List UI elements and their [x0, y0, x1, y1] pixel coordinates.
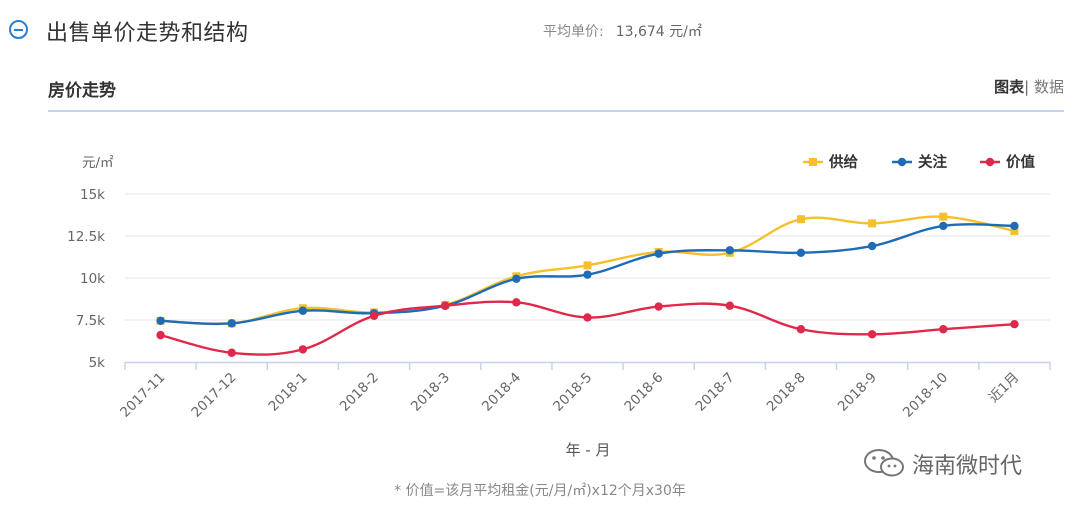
price-trend-chart: 5k 7.5k 10k 12.5k 15k 2017-11 2017-12 2018-1 201… [67, 153, 1051, 459]
data-point [654, 249, 663, 258]
price-trend-title: 房价走势 [48, 81, 116, 101]
price-trend-header: 房价走势 图表| 数据 [48, 74, 1064, 112]
section-title: 出售单价走势和结构 [46, 21, 249, 46]
view-separator: | [1024, 78, 1030, 96]
collapse-icon[interactable] [9, 20, 28, 39]
series-1 [156, 212, 1019, 328]
x-tick-label: 2018-9 [835, 370, 880, 415]
series-group [156, 212, 1019, 357]
section-header: 出售单价走势和结构 平均单价: 13,674 元/㎡ [0, 0, 1080, 60]
data-point [725, 246, 735, 255]
x-tick-label: 2018-3 [408, 370, 453, 415]
data-point [227, 319, 236, 328]
data-point [583, 313, 592, 322]
average-price-value: 13,674 元/㎡ [615, 24, 702, 40]
data-point [298, 306, 308, 315]
x-tick-label: 2018-2 [337, 370, 382, 415]
data-point [796, 325, 806, 334]
data-point [1010, 320, 1019, 329]
view-data-tab[interactable]: 数据 [1033, 78, 1064, 96]
data-point [227, 348, 236, 357]
data-point [156, 316, 165, 326]
x-tick-label: 2017-11 [117, 370, 168, 421]
data-point [512, 298, 521, 307]
data-point [156, 330, 165, 340]
x-tick-label: 2018-7 [693, 370, 738, 415]
data-point [369, 311, 379, 320]
x-tick-label: 2018-4 [479, 370, 524, 415]
data-point [939, 212, 948, 221]
x-tick-label: 近1月 [986, 370, 1022, 406]
legend-item-1: 供给 [803, 153, 858, 171]
view-toggle: 图表| 数据 [994, 76, 1064, 97]
data-point [939, 221, 948, 231]
x-tick-label: 2018-10 [900, 370, 951, 421]
data-point [583, 270, 592, 279]
y-tick-label: 5k [89, 355, 106, 371]
legend-label: 价值 [1006, 153, 1035, 171]
y-axis-label: 元/㎡ [82, 155, 114, 171]
data-point [725, 301, 735, 310]
data-point [796, 248, 806, 257]
y-tick-label: 7.5k [76, 313, 105, 329]
data-point [867, 330, 877, 339]
watermark-text: 海南微时代 [912, 454, 1023, 479]
grid-lines [125, 193, 1050, 321]
data-point [440, 301, 450, 310]
axes: 5k 7.5k 10k 12.5k 15k 2017-11 2017-12 2018-1 201… [67, 187, 1051, 421]
x-tick-label: 2018-8 [764, 370, 809, 415]
x-tick-label: 2017-12 [188, 370, 239, 421]
series-3 [156, 298, 1019, 357]
wechat-icon [864, 449, 904, 477]
view-chart-tab[interactable]: 图表 [994, 78, 1025, 96]
y-tick-label: 12.5k [67, 229, 105, 245]
legend-marker [897, 157, 907, 167]
y-tick-label: 15k [80, 187, 105, 203]
legend-item-3: 价值 [980, 153, 1035, 171]
data-point [1010, 221, 1019, 231]
x-tick-label: 2018-6 [621, 370, 666, 415]
series-line [160, 215, 1015, 326]
data-point [868, 219, 877, 228]
legend: 供给 关注 价值 [803, 153, 1035, 171]
legend-item-2: 关注 [892, 153, 947, 171]
data-point [583, 261, 592, 270]
footnote: * 价值=该月平均租金(元/月/㎡)x12个月x30年 [394, 483, 686, 499]
data-point [796, 215, 805, 224]
average-price: 平均单价: 13,674 元/㎡ [543, 21, 702, 41]
data-point [939, 325, 948, 334]
x-tick-label: 2018-1 [266, 370, 311, 415]
legend-marker [985, 157, 995, 167]
legend-marker [809, 158, 817, 166]
average-price-label: 平均单价: [543, 24, 604, 40]
data-point [654, 302, 663, 311]
data-point [1010, 226, 1019, 235]
data-point [867, 241, 877, 251]
y-tick-label: 10k [80, 271, 105, 287]
data-point [298, 345, 308, 354]
x-tick-label: 2018-5 [550, 370, 595, 415]
legend-label: 供给 [828, 153, 858, 171]
legend-label: 关注 [918, 153, 947, 171]
watermark: 海南微时代 [862, 448, 1022, 479]
data-point [512, 274, 521, 284]
x-axis-label: 年 - 月 [566, 441, 611, 459]
